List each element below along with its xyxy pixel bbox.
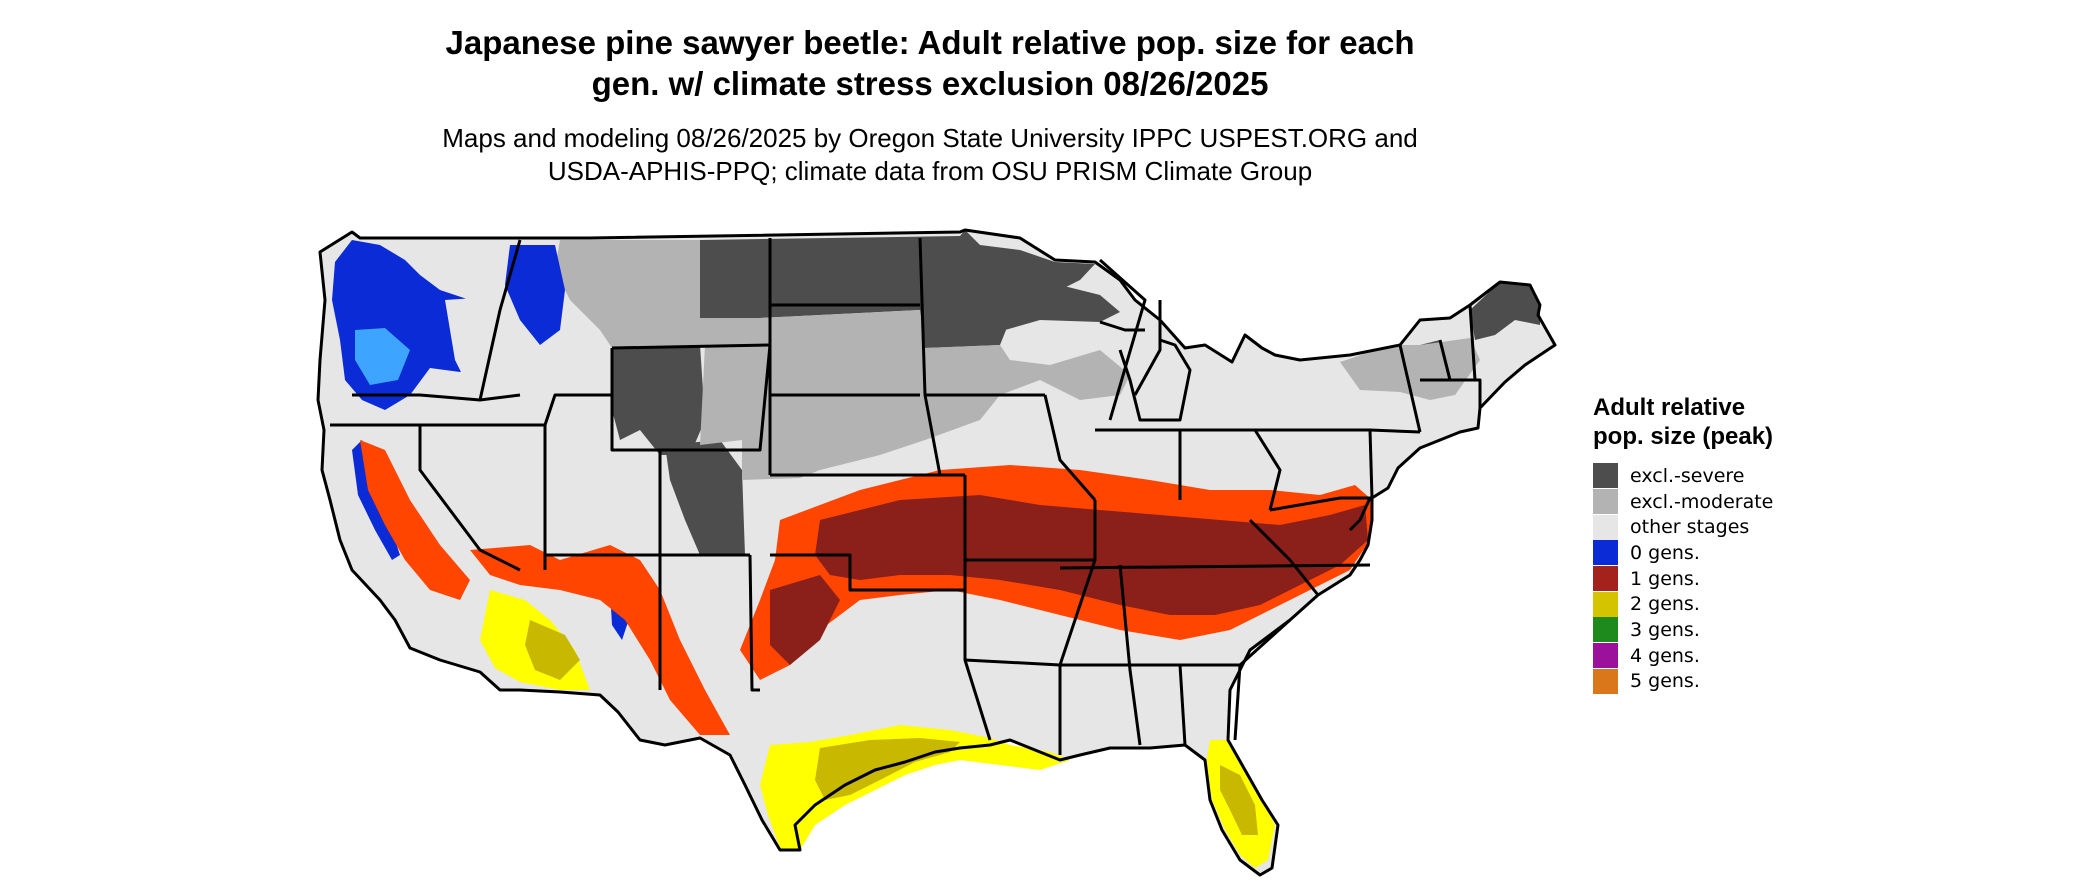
zone-one-gens-ca-valley [360, 440, 470, 600]
legend-label: 0 gens. [1630, 541, 1700, 564]
zone-excl-moderate-ne [1340, 338, 1480, 400]
zone-two-gens-gulf-core [815, 738, 960, 800]
legend-label: 5 gens. [1630, 670, 1700, 693]
legend-item: 2 gens. [1593, 591, 1793, 617]
zone-two-gens-florida-core [1220, 765, 1258, 835]
zone-excl-moderate-plains [555, 240, 1130, 480]
legend-swatch [1593, 643, 1618, 669]
zone-excl-severe-mi-up [1000, 285, 1120, 330]
legend-swatch [1593, 540, 1618, 566]
zone-one-gens-sw [470, 545, 730, 735]
legend-swatch [1593, 591, 1618, 617]
zone-excl-severe-wyoming [612, 345, 705, 455]
legend-item: 4 gens. [1593, 643, 1793, 669]
legend-label: excl.-severe [1630, 464, 1745, 487]
zone-one-gens-core [815, 495, 1368, 615]
map-subtitle: Maps and modeling 08/26/2025 by Oregon S… [300, 122, 1560, 188]
title-line-2: gen. w/ climate stress exclusion 08/26/2… [591, 65, 1269, 102]
legend-label: 3 gens. [1630, 618, 1700, 641]
legend-item: 0 gens. [1593, 540, 1793, 566]
subtitle-line-1: Maps and modeling 08/26/2025 by Oregon S… [442, 123, 1418, 153]
legend-item: 1 gens. [1593, 566, 1793, 592]
map-title: Japanese pine sawyer beetle: Adult relat… [300, 22, 1560, 104]
map-legend: Adult relative pop. size (peak) excl.-se… [1593, 393, 1793, 694]
title-line-1: Japanese pine sawyer beetle: Adult relat… [445, 24, 1415, 61]
legend-title: Adult relative pop. size (peak) [1593, 394, 1774, 450]
legend-label: 4 gens. [1630, 644, 1700, 667]
legend-swatch [1593, 617, 1618, 643]
zone-zero-gens-idaho [505, 245, 565, 345]
zone-one-gens-texas [770, 575, 840, 665]
zone-two-gens-az-core [525, 620, 580, 680]
legend-label: 1 gens. [1630, 567, 1700, 590]
legend-label: excl.-moderate [1630, 490, 1774, 513]
subtitle-line-2: USDA-APHIS-PPQ; climate data from OSU PR… [547, 156, 1313, 186]
legend-swatch [1593, 514, 1618, 540]
zone-excl-severe-maine [1470, 282, 1540, 340]
legend-label: 2 gens. [1630, 593, 1700, 616]
legend-items: excl.-severe excl.-moderate other stages 0 … [1593, 463, 1793, 694]
legend-item: other stages [1593, 514, 1793, 540]
zone-excl-severe-colorado [665, 440, 745, 555]
legend-swatch [1593, 489, 1618, 515]
legend-item: 5 gens. [1593, 668, 1793, 695]
state-borders [316, 228, 1557, 877]
legend-item: 3 gens. [1593, 617, 1793, 643]
legend-swatch [1593, 566, 1618, 592]
legend-item: excl.-moderate [1593, 489, 1793, 515]
legend-swatch [1593, 463, 1618, 489]
legend-item: excl.-severe [1593, 463, 1793, 489]
legend-swatch [1593, 668, 1618, 694]
legend-label: other stages [1630, 516, 1750, 539]
zone-zero-gens-wa-coast [355, 328, 410, 385]
zone-excl-severe-north [700, 230, 1095, 348]
us-map [316, 228, 1557, 877]
